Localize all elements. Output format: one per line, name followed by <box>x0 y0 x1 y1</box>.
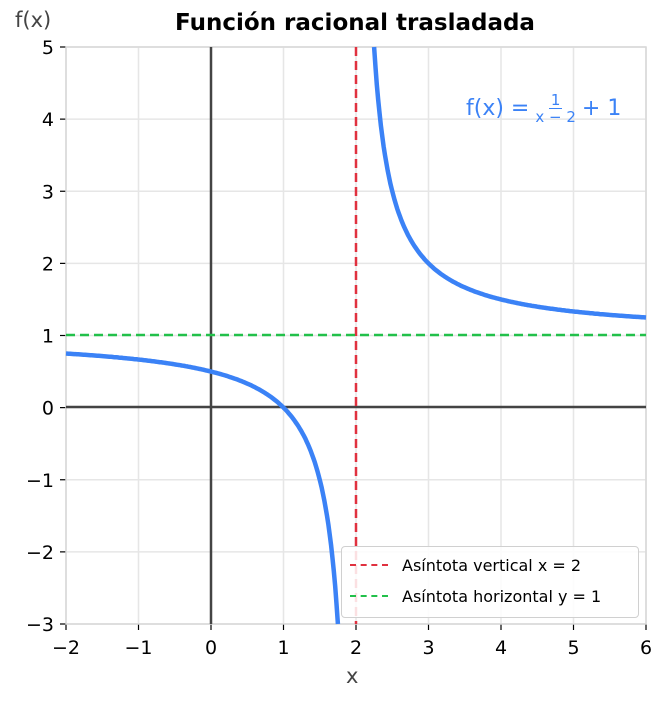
svg-text:5: 5 <box>42 37 54 59</box>
formula-numerator: 1 <box>548 91 563 109</box>
legend-green-dash-icon <box>350 595 388 597</box>
svg-text:0: 0 <box>205 637 217 659</box>
svg-text:6: 6 <box>640 637 652 659</box>
svg-text:−2: −2 <box>26 542 54 564</box>
formula-fraction: 1 x − 2 <box>535 92 576 125</box>
svg-text:2: 2 <box>350 637 362 659</box>
curve-left-branch <box>65 351 341 625</box>
svg-text:−1: −1 <box>124 637 152 659</box>
y-axis-label: f(x) <box>15 8 52 32</box>
formula-denominator: x − 2 <box>535 108 576 126</box>
formula-lhs: f(x) = <box>466 96 530 121</box>
svg-text:0: 0 <box>42 398 54 420</box>
svg-text:4: 4 <box>42 109 54 131</box>
legend-label-horizontal: Asíntota horizontal y = 1 <box>402 586 602 606</box>
svg-text:−1: −1 <box>26 470 54 492</box>
svg-text:−2: −2 <box>52 637 80 659</box>
svg-text:2: 2 <box>42 253 54 275</box>
svg-text:1: 1 <box>42 326 54 348</box>
legend-item-vertical: Asíntota vertical x = 2 <box>350 553 581 577</box>
svg-text:1: 1 <box>277 637 289 659</box>
curve-right-branch <box>371 46 647 320</box>
svg-text:4: 4 <box>495 637 507 659</box>
x-axis-label: x <box>346 664 359 688</box>
svg-text:5: 5 <box>567 637 579 659</box>
legend-item-horizontal: Asíntota horizontal y = 1 <box>350 584 601 608</box>
formula-rhs: + 1 <box>581 96 622 121</box>
svg-text:3: 3 <box>422 637 434 659</box>
svg-text:−3: −3 <box>26 614 54 636</box>
svg-text:3: 3 <box>42 181 54 203</box>
legend-red-dash-icon <box>350 564 388 566</box>
chart-title: Función racional trasladada <box>175 10 535 36</box>
formula-annotation: f(x) = 1 x − 2 + 1 <box>466 92 621 125</box>
legend: Asíntota vertical x = 2 Asíntota horizon… <box>341 546 639 618</box>
legend-label-vertical: Asíntota vertical x = 2 <box>402 555 582 575</box>
